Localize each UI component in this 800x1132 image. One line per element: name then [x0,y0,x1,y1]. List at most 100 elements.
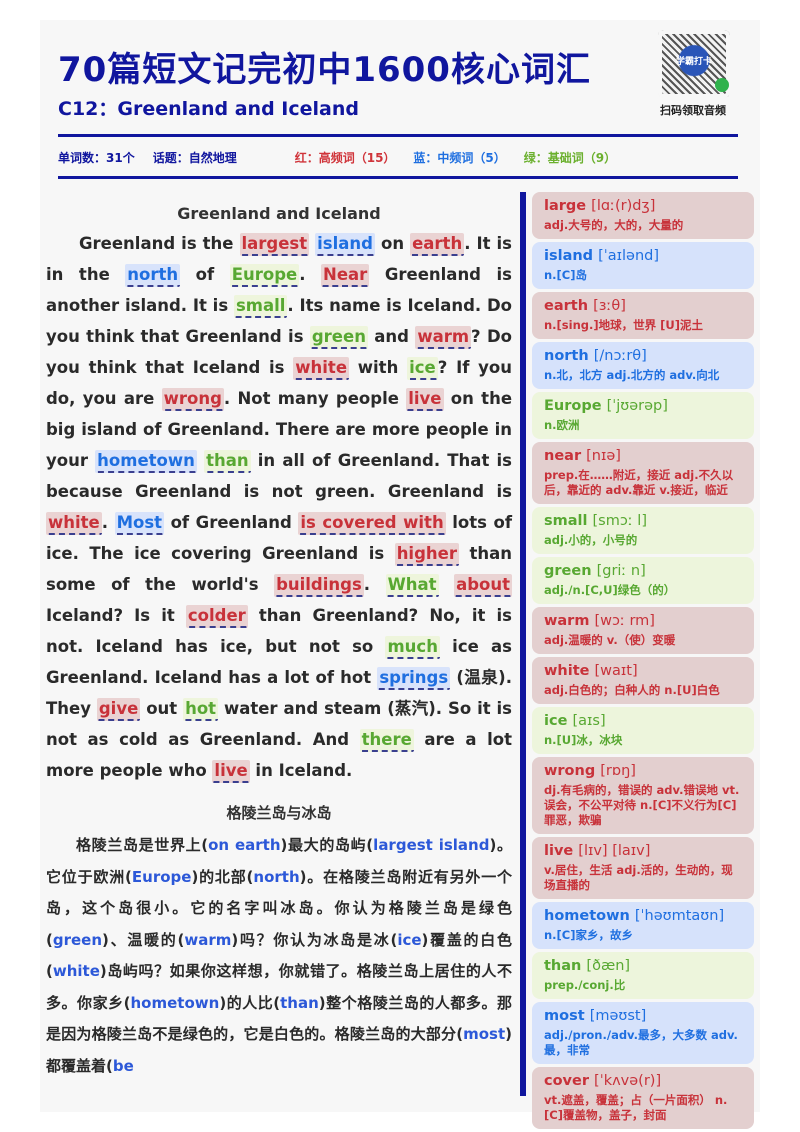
vocab-definition: n.欧洲 [544,418,580,432]
vocab-headword: than [ðæn] [544,957,744,975]
vocab-word: large [544,198,592,214]
passage-text: of [180,265,230,284]
vocab-card-near: near [nɪə] prep.在……附近，接近 adj.不久以后，靠近的 adv… [532,442,754,504]
vocab-phonetic: [griː n] [596,563,646,579]
passage-text: are a lot more people who [46,730,512,780]
vocab-highlight: hot [183,698,219,721]
passage-text: on [374,234,411,253]
word-count: 单词数：31个 [58,150,135,165]
vocab-definition: n.[sing.]地球，世界 [U]泥土 [544,318,703,332]
vocab-headword: cover [ˈkʌvə(r)] [544,1072,744,1090]
translation-text: )。它位于欧洲( [46,836,512,886]
vocab-word: than [544,958,587,974]
translation-keyword: north [253,867,300,886]
translation-text: )吗？你认为冰岛是冰( [231,930,398,949]
vocab-highlight: colder [185,605,248,628]
passage-text: Greenland is another island. It is [46,265,513,315]
column-divider [520,192,526,1096]
vocab-phonetic: [wɔː rm] [594,613,655,629]
passage-text: ? If you do, you are [46,358,512,408]
vocab-word: white [544,663,595,679]
vocab-card-small: small [smɔː l] adj.小的，小号的 [532,507,754,554]
vocab-definition: prep.在……附近，接近 adj.不久以后，靠近的 adv.靠近 v.接近，临… [544,468,734,497]
vocab-word: most [544,1008,590,1024]
vocab-headword: hometown [ˈhəʊmtaʊn] [544,907,744,925]
passage-title: Greenland and Iceland [177,204,381,223]
passage-text: (温泉). They [46,668,512,718]
vocab-headword: island [ˈaɪlənd] [544,247,744,265]
translation-keyword: warm [184,930,232,949]
passage-text: out [140,699,184,718]
header-divider [58,134,738,137]
passage-text: than some of the world's [46,544,512,594]
vocab-definition: adj./pron./adv.最多，大多数 adv.最，非常 [544,1028,738,1057]
vocab-headword: small [smɔː l] [544,512,744,530]
vocab-definition: adj./n.[C,U]绿色（的） [544,583,676,597]
passage-text: lots of ice. The ice covering Greenland … [46,513,513,563]
translation-text: )都覆盖着( [46,1025,512,1075]
vocab-definition: adj.小的，小号的 [544,533,638,547]
vocab-headword: Europe [ˈjʊərəp] [544,397,744,415]
vocab-highlight: about [454,574,512,597]
vocab-highlight: live [212,760,250,783]
vocab-definition: adj.白色的；白种人的 n.[U]白色 [544,683,720,697]
passage-body: Greenland is the largest island on earth… [46,228,512,786]
vocab-word: warm [544,613,595,629]
vocab-definition: adj.大号的，大的，大量的 [544,218,684,232]
passage-text: in all of Greenland. That is because Gre… [46,451,512,501]
vocab-highlight: buildings [274,574,364,597]
translation-keyword: than [280,993,319,1012]
vocab-word: north [544,348,594,364]
vocab-phonetic: [lɪv] [laɪv] [578,843,651,859]
vocab-card-hometown: hometown [ˈhəʊmtaʊn] n.[C]家乡，故乡 [532,902,754,949]
vocab-word: Europe [544,398,607,414]
passage-text: . It is in the [46,234,512,284]
vocab-phonetic: [ˈhəʊmtaʊn] [634,908,725,924]
legend-green: 绿：基础词（9） [523,150,617,165]
passage-text: with [349,358,408,377]
vocab-headword: most [məʊst] [544,1007,744,1025]
vocab-phonetic: [lɑː(r)dʒ] [591,198,656,214]
vocab-word: near [544,448,587,464]
vocab-list: large [lɑː(r)dʒ] adj.大号的，大的，大量的 island [ˈa… [532,192,754,1132]
vocab-highlight: springs [377,667,451,690]
vocab-word: wrong [544,763,601,779]
page-title: 70篇短文记完初中1600核心词汇 [58,50,591,90]
vocab-card-north: north [/nɔːrθ] n.北，北方 adj.北方的 adv.向北 [532,342,754,389]
vocab-headword: ice [aɪs] [544,712,744,730]
vocab-highlight: wrong [161,388,224,411]
vocab-word: earth [544,298,594,314]
vocab-highlight: give [96,698,141,721]
translation-keyword: largest island [373,836,490,854]
translation-text: )整个格陵兰岛的人都多。那是因为格陵兰岛不是绿色的，它是白色的。格陵兰岛的大部分… [46,993,512,1044]
vocab-card-most: most [məʊst] adj./pron./adv.最多，大多数 adv.最，… [532,1002,754,1064]
vocab-card-large: large [lɑː(r)dʒ] adj.大号的，大的，大量的 [532,192,754,239]
translation-text: )。在格陵兰岛附近有另外一个岛，这个岛很小。它的名字叫冰岛。你认为格陵兰岛是绿色… [46,867,513,949]
vocab-word: live [544,843,579,859]
translation-body: 格陵兰岛是世界上(on earth)最大的岛屿(largest island)。… [46,830,512,1082]
passage-text: of Greenland [164,513,299,532]
vocab-highlight: warm [415,326,472,349]
vocab-highlight: earth [410,233,465,256]
vocab-word: hometown [544,908,635,924]
vocab-highlight: live [406,388,444,411]
vocab-word: green [544,563,597,579]
vocab-highlight: Europe [229,264,300,287]
vocab-word: cover [544,1073,595,1089]
vocab-card-warm: warm [wɔː rm] adj.温暖的 v.（使）变暖 [532,607,754,654]
vocab-highlight: island [315,233,375,256]
vocab-highlight: is covered with [298,512,446,535]
vocab-card-island: island [ˈaɪlənd] n.[C]岛 [532,242,754,289]
topic-label: 话题：自然地理 [152,150,237,165]
vocab-phonetic: [smɔː l] [592,513,647,529]
vocab-highlight: ice [407,357,438,380]
translation-keyword: white [52,962,100,980]
vocab-phonetic: [aɪs] [572,713,606,729]
vocab-phonetic: [rɒŋ] [600,763,636,779]
vocab-highlight: white [46,512,102,535]
lesson-meta: 单词数：31个 话题：自然地理 红：高频词（15） 蓝：中频词（5） 绿：基础词… [58,146,738,168]
vocab-definition: n.北，北方 adj.北方的 adv.向北 [544,368,720,382]
translation-text: 格陵兰岛是世界上( [76,836,209,854]
vocab-phonetic: [ˈkʌvə(r)] [594,1073,662,1089]
translation-keyword: green [52,930,103,949]
